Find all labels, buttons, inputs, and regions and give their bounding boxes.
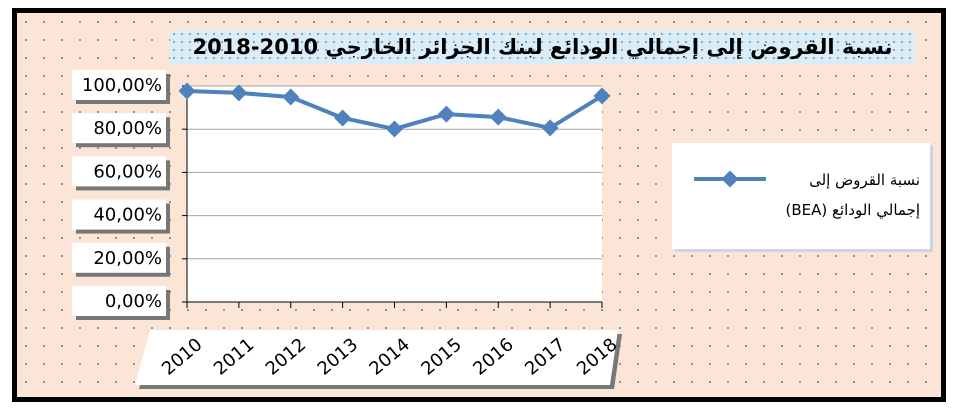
y-tick-label: 80,00% [93,118,162,139]
marker [437,105,455,123]
y-label-box [72,70,166,100]
y-tick-label: 100,00% [82,75,162,96]
legend-label: نسبة القروض إلى إجمالي الودائع (BEA) [785,171,920,219]
y-label-box [72,113,166,144]
marker [593,87,611,105]
legend-swatch [694,170,766,188]
y-label-box [72,156,166,187]
marker [230,84,248,102]
marker [334,109,352,127]
y-label-box [72,286,166,316]
y-tick-label: 60,00% [93,161,162,182]
chart-title: نسبة القروض إلى إجمالي الودائع لبنك الجز… [170,30,915,64]
marker [178,82,196,100]
plot-area [187,86,602,302]
marker [541,119,559,137]
marker [489,108,507,126]
y-tick-label: 20,00% [93,248,162,269]
y-tick-label: 0,00% [105,291,162,312]
legend: نسبة القروض إلى إجمالي الودائع (BEA) [672,143,930,249]
x-label-band [135,330,618,385]
y-tick-label: 40,00% [93,205,162,226]
marker [282,88,300,106]
y-label-box [72,199,166,230]
y-label-box [72,242,166,273]
